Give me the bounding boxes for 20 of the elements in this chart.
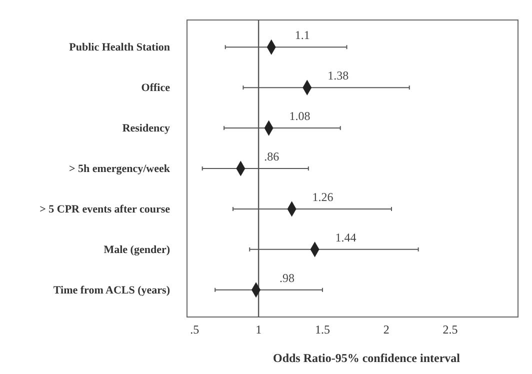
data-label: .98 xyxy=(280,270,295,285)
y-tick-label: Time from ACLS (years) xyxy=(53,284,170,296)
y-tick-label: Male (gender) xyxy=(104,244,170,256)
x-tick-label: 1 xyxy=(256,322,262,337)
y-tick-label: Residency xyxy=(122,122,170,135)
y-tick-label: Office xyxy=(141,82,170,94)
x-tick-label: 2.5 xyxy=(442,322,458,337)
x-axis-title: Odds Ratio-95% confidence interval xyxy=(273,351,461,365)
data-label: 1.1 xyxy=(294,28,310,42)
y-tick-label: Public Health Station xyxy=(69,42,170,54)
data-label: 1.44 xyxy=(335,230,356,244)
data-label: 1.08 xyxy=(289,109,310,124)
x-tick-label: 1.5 xyxy=(314,322,330,337)
y-tick-label: > 5h emergency/week xyxy=(69,163,171,176)
data-label: .86 xyxy=(264,150,280,164)
y-tick-label: > 5 CPR events after course xyxy=(40,203,170,216)
x-tick-label: 2 xyxy=(383,322,390,337)
data-label: 1.38 xyxy=(328,68,349,83)
x-tick-label: .5 xyxy=(190,322,200,337)
data-label: 1.26 xyxy=(312,190,334,204)
